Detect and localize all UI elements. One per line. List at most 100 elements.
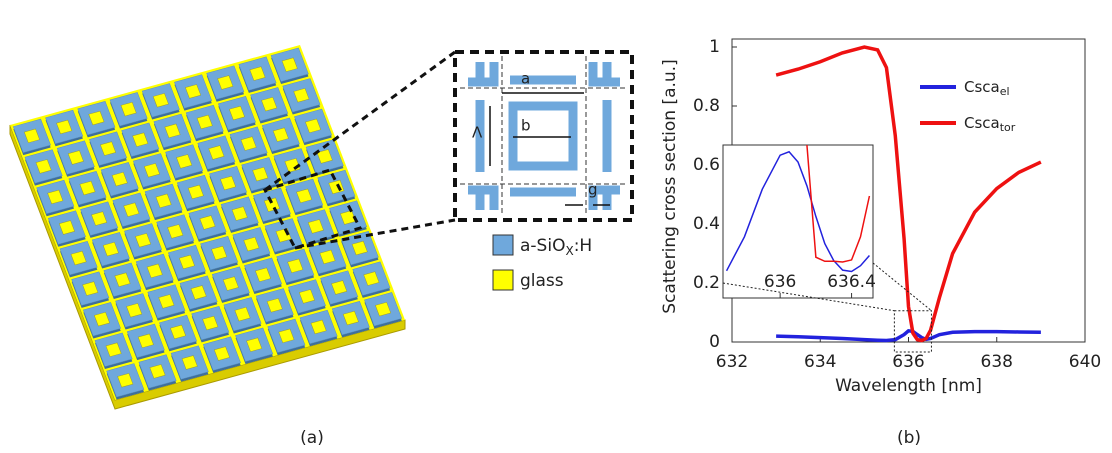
cell-hole <box>217 75 234 90</box>
cell-hole <box>135 233 152 248</box>
cell-hole <box>132 132 149 147</box>
cell-hole <box>234 306 251 322</box>
zoom-line <box>294 218 456 250</box>
cell-hole <box>187 184 204 200</box>
cell-hole <box>149 364 166 379</box>
x-tick-label: 636 <box>764 272 796 292</box>
cell-hole <box>185 84 202 99</box>
cell-hole <box>351 240 368 256</box>
legend-subscript: X <box>565 244 573 258</box>
cell-hole <box>123 202 140 217</box>
x-tick-label: 636 <box>892 352 924 372</box>
cell-hole <box>79 180 96 196</box>
cell-hole <box>23 128 40 144</box>
plot-frame <box>722 144 874 299</box>
cell-hole <box>120 101 137 117</box>
cell-hole <box>58 220 75 235</box>
cell-hole <box>211 245 228 261</box>
zoom-indicator <box>262 50 456 250</box>
cell-hole <box>100 141 117 156</box>
cell-hole <box>70 250 87 266</box>
legend-label: a-SiOX:H <box>520 236 592 258</box>
cell-hole <box>255 267 272 282</box>
zoom-line <box>722 282 895 312</box>
cell-hole <box>246 337 263 352</box>
cell-hole <box>213 346 230 361</box>
y-tick-label: 0.4 <box>693 214 720 234</box>
cell-hole <box>199 215 216 230</box>
cell-hole <box>82 281 99 296</box>
cell-hole <box>296 188 313 204</box>
plate-top <box>10 45 406 400</box>
cell-hole <box>340 210 357 225</box>
cell-hole <box>167 224 184 239</box>
cell-hole <box>190 285 207 300</box>
legend-label: glass <box>520 271 564 291</box>
y-tick-label: 1 <box>709 37 720 57</box>
cell-hole <box>176 154 193 169</box>
zoom-region <box>893 310 932 353</box>
y-tick-label: 0.8 <box>693 96 720 116</box>
label-gap: g <box>588 181 598 199</box>
zoom-region <box>262 168 363 250</box>
cell-hole <box>298 289 315 304</box>
legend-swatch <box>492 269 514 291</box>
cell-hole <box>231 206 248 221</box>
cell-hole <box>67 150 84 165</box>
label-period: Λ <box>472 124 483 142</box>
metasurface-illustration <box>9 45 406 410</box>
cell-hole <box>222 276 239 291</box>
material-legend: a-SiOX:H glass <box>492 234 592 291</box>
label-a: a <box>521 70 530 88</box>
cell-hole <box>319 249 336 265</box>
cell-hole <box>114 272 131 287</box>
cell-hole <box>272 127 289 142</box>
y-tick-label: 0.6 <box>693 155 720 175</box>
cell-hole <box>117 373 134 388</box>
cell-hole <box>331 280 348 295</box>
cell-hole <box>170 324 187 340</box>
cell-hole <box>137 333 154 349</box>
x-tick-label: 634 <box>804 352 836 372</box>
cell-hole <box>56 119 73 135</box>
cell-hole <box>111 171 128 187</box>
cell-hole <box>249 66 266 81</box>
cell-hole <box>47 189 64 205</box>
cell-hole <box>208 145 225 160</box>
cell-hole <box>252 166 269 182</box>
legend-label: Cscael <box>964 78 1010 99</box>
cell-hole <box>305 118 322 134</box>
cell-hole <box>220 175 237 191</box>
x-tick-label: 632 <box>716 352 748 372</box>
x-tick-label: 638 <box>981 352 1013 372</box>
cell-hole <box>143 163 160 178</box>
legend-text: a-SiO <box>520 236 565 256</box>
cell-hole <box>375 301 392 317</box>
cell-hole <box>105 342 122 357</box>
x-tick-label: 640 <box>1069 352 1101 372</box>
cell-hole <box>178 254 195 270</box>
cell-hole <box>158 294 175 309</box>
cell-hole <box>281 57 298 72</box>
cell-hole <box>126 303 143 318</box>
series-line <box>806 144 871 263</box>
cell-hole <box>102 241 119 257</box>
legend-swatch <box>492 234 514 256</box>
cell-hole <box>228 105 245 121</box>
cell-hole <box>202 315 219 331</box>
cell-hole <box>91 211 108 226</box>
chart: 632 634 636 638 640 0 0.2 0.4 0.6 0.8 1 Wavelength … <box>660 37 1101 396</box>
caption: (b) <box>897 428 921 448</box>
legend-subscript: tor <box>1000 121 1016 134</box>
cell-hole <box>287 258 304 274</box>
y-axis-label: Scattering cross section [a.u.] <box>660 59 680 313</box>
x-tick-label: 636.4 <box>827 272 876 292</box>
cell-hole <box>240 136 257 151</box>
cell-hole <box>93 311 110 327</box>
cell-hole <box>266 298 283 313</box>
cell-hole <box>35 159 52 174</box>
cell-hole <box>310 319 327 335</box>
unit-cell: a b Λ g <box>453 50 634 222</box>
unit-cell-shapes <box>468 62 620 210</box>
